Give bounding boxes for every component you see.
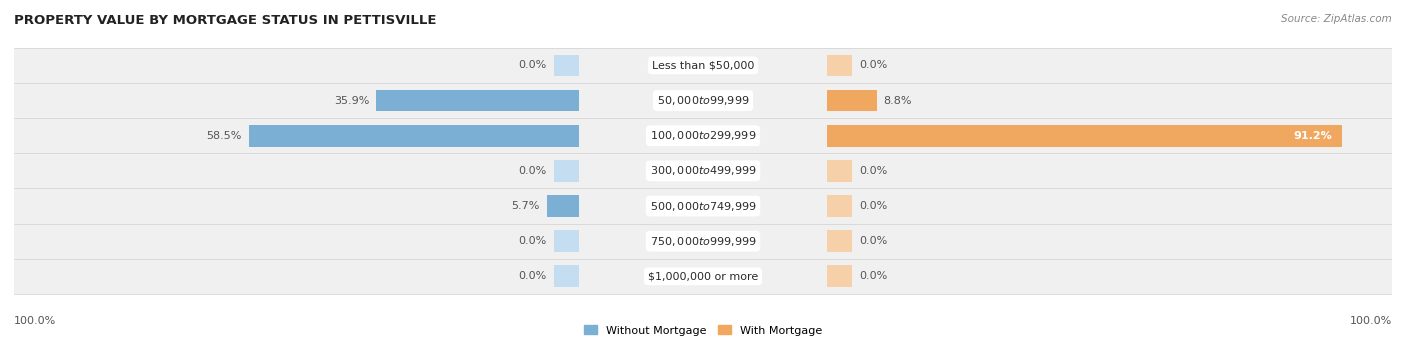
Bar (827, 90, 877, 112)
Text: 100.0%: 100.0% (14, 317, 56, 326)
Legend: Without Mortgage, With Mortgage: Without Mortgage, With Mortgage (579, 321, 827, 340)
Text: 0.0%: 0.0% (859, 271, 887, 281)
Bar (14, 188, 1392, 224)
Text: 0.0%: 0.0% (859, 166, 887, 176)
Text: PROPERTY VALUE BY MORTGAGE STATUS IN PETTISVILLE: PROPERTY VALUE BY MORTGAGE STATUS IN PET… (14, 14, 436, 27)
Bar (14, 153, 1392, 188)
Text: 58.5%: 58.5% (207, 131, 242, 141)
Text: Less than $50,000: Less than $50,000 (652, 61, 754, 70)
Bar (827, 54, 852, 76)
Text: Source: ZipAtlas.com: Source: ZipAtlas.com (1281, 14, 1392, 23)
Bar (14, 259, 1392, 294)
Text: 0.0%: 0.0% (519, 236, 547, 246)
Bar (827, 266, 852, 287)
Bar (554, 266, 579, 287)
Text: 0.0%: 0.0% (519, 166, 547, 176)
Text: $750,000 to $999,999: $750,000 to $999,999 (650, 235, 756, 248)
Bar (554, 54, 579, 76)
Bar (14, 48, 1392, 83)
Bar (14, 118, 1392, 153)
Text: 0.0%: 0.0% (519, 61, 547, 70)
Text: 91.2%: 91.2% (1294, 131, 1331, 141)
Text: $1,000,000 or more: $1,000,000 or more (648, 271, 758, 281)
Text: 0.0%: 0.0% (859, 201, 887, 211)
Bar (827, 230, 852, 252)
Bar (14, 224, 1392, 259)
Text: 5.7%: 5.7% (512, 201, 540, 211)
Text: 100.0%: 100.0% (1350, 317, 1392, 326)
Bar (14, 83, 1392, 118)
Text: 35.9%: 35.9% (333, 96, 370, 105)
Bar (827, 160, 852, 182)
Text: $500,000 to $749,999: $500,000 to $749,999 (650, 200, 756, 212)
Bar (554, 230, 579, 252)
Text: 0.0%: 0.0% (519, 271, 547, 281)
Bar (249, 125, 579, 147)
Bar (377, 90, 579, 112)
Bar (827, 125, 1343, 147)
Bar (554, 160, 579, 182)
Bar (547, 195, 579, 217)
Bar (827, 195, 852, 217)
Text: 0.0%: 0.0% (859, 236, 887, 246)
Text: $300,000 to $499,999: $300,000 to $499,999 (650, 164, 756, 177)
Text: $100,000 to $299,999: $100,000 to $299,999 (650, 129, 756, 142)
Text: 8.8%: 8.8% (883, 96, 912, 105)
Text: $50,000 to $99,999: $50,000 to $99,999 (657, 94, 749, 107)
Text: 0.0%: 0.0% (859, 61, 887, 70)
